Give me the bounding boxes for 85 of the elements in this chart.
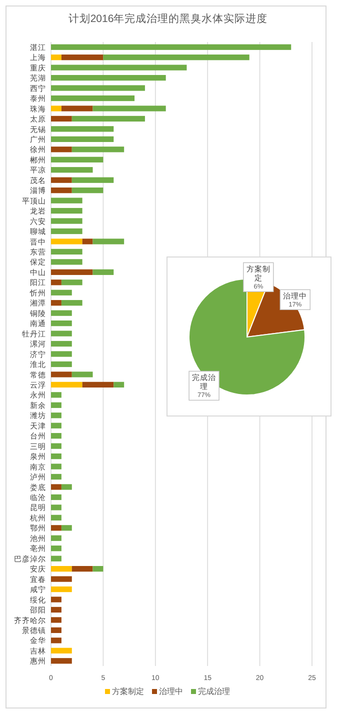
- bar: [114, 382, 124, 388]
- bar: [51, 136, 114, 142]
- legend-label: 方案制定: [112, 687, 144, 696]
- bar: [51, 576, 72, 582]
- bar: [61, 484, 72, 490]
- bar: [51, 484, 62, 490]
- bar: [51, 228, 82, 234]
- bar: [92, 106, 166, 112]
- bar: [51, 392, 62, 398]
- legend-label: 完成治理: [198, 687, 230, 696]
- bar: [51, 382, 82, 388]
- bar: [51, 280, 62, 286]
- bar: [51, 156, 104, 162]
- bar: [51, 44, 292, 50]
- bar: [72, 116, 145, 122]
- bar: [61, 300, 82, 306]
- bar: [51, 361, 72, 368]
- bar: [61, 54, 104, 60]
- bar: [51, 310, 72, 316]
- bar: [51, 648, 72, 654]
- bar: [51, 74, 166, 81]
- bar: [51, 433, 62, 439]
- bar: [51, 116, 72, 122]
- bar: [51, 658, 72, 664]
- bar: [51, 566, 72, 572]
- bar: [103, 54, 250, 60]
- bar: [51, 248, 82, 255]
- bar: [51, 218, 82, 224]
- bar: [82, 238, 93, 244]
- bar: [51, 412, 62, 418]
- bar: [72, 372, 93, 378]
- bar: [51, 198, 82, 204]
- bar: [51, 177, 72, 183]
- bar: [51, 422, 62, 428]
- bar: [51, 290, 72, 296]
- bar: [51, 259, 82, 265]
- bar: [51, 208, 82, 214]
- bar: [51, 85, 145, 91]
- bar: [72, 146, 124, 152]
- bar: [51, 514, 62, 520]
- bar: [72, 188, 104, 194]
- bar: [51, 556, 62, 562]
- bar: [61, 280, 82, 286]
- bar: [51, 443, 62, 449]
- bar: [51, 402, 62, 408]
- bar: [51, 453, 62, 460]
- bar: [51, 126, 114, 132]
- bar: [92, 566, 104, 572]
- bar: [51, 474, 62, 480]
- bar: [72, 566, 93, 572]
- bar: [51, 269, 93, 275]
- legend-label: 治理中: [159, 687, 183, 696]
- bar: [51, 167, 93, 173]
- bar: [51, 146, 72, 152]
- bar: [92, 238, 124, 244]
- bar: [92, 269, 114, 275]
- bar: [61, 525, 72, 531]
- bar: [51, 54, 62, 60]
- bar: [51, 330, 72, 336]
- bar: [51, 525, 62, 531]
- bar: [51, 627, 62, 634]
- bar: [51, 106, 62, 112]
- bar: [51, 546, 62, 552]
- bar: [51, 372, 72, 378]
- bar: [51, 535, 62, 541]
- bar: [51, 494, 62, 500]
- bar: [51, 320, 72, 326]
- bar: [51, 617, 62, 623]
- bar: [51, 638, 62, 644]
- bar: [51, 300, 62, 306]
- bar: [51, 64, 187, 70]
- bar: [51, 95, 135, 102]
- bar: [82, 382, 114, 388]
- bar: [61, 106, 93, 112]
- bar: [51, 188, 72, 194]
- bar: [51, 238, 82, 244]
- bar: [51, 606, 62, 613]
- bar: [51, 351, 72, 357]
- bar: [72, 177, 114, 183]
- bar: [51, 340, 72, 347]
- bar: [51, 464, 62, 470]
- bar: [51, 504, 62, 510]
- chart-title: 计划2016年完成治理的黑臭水体实际进度: [68, 12, 268, 25]
- bar: [51, 586, 72, 592]
- bar: [51, 596, 62, 602]
